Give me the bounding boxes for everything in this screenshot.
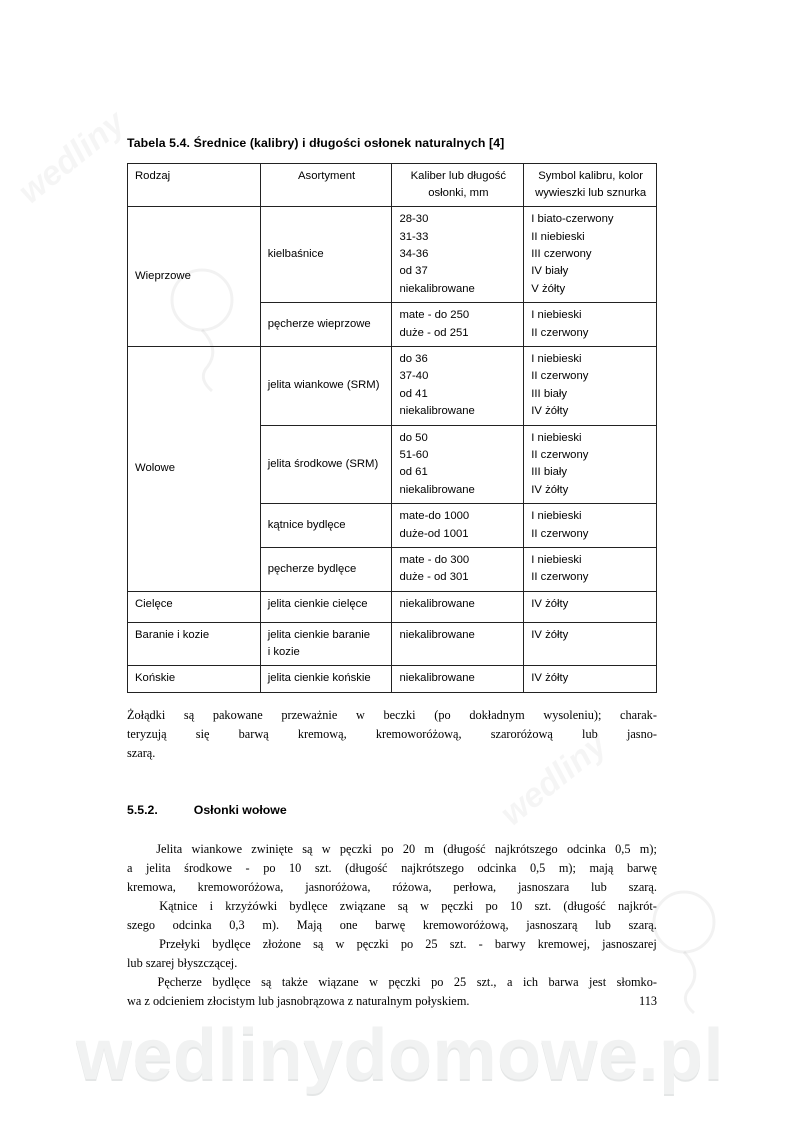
svg-text:wedliny: wedliny — [11, 102, 133, 211]
